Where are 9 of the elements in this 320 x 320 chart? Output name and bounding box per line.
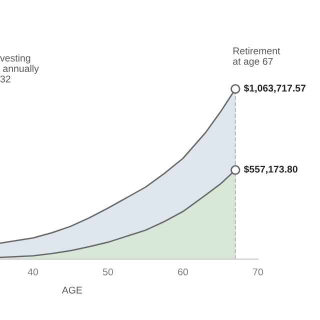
x-tick-label: 70 [253, 268, 263, 276]
data-label: $557,173.80 [244, 165, 298, 174]
x-tick-label: 50 [102, 268, 113, 276]
ref-line-label: Retirement at age 67 [233, 47, 280, 67]
x-tick-label: 40 [28, 268, 38, 276]
text: vesting annually 32 [0, 54, 39, 82]
data-label: $1,063,717.57 [244, 84, 306, 93]
x-axis-title: AGE [62, 286, 82, 294]
x-tick-label: 60 [178, 268, 188, 276]
